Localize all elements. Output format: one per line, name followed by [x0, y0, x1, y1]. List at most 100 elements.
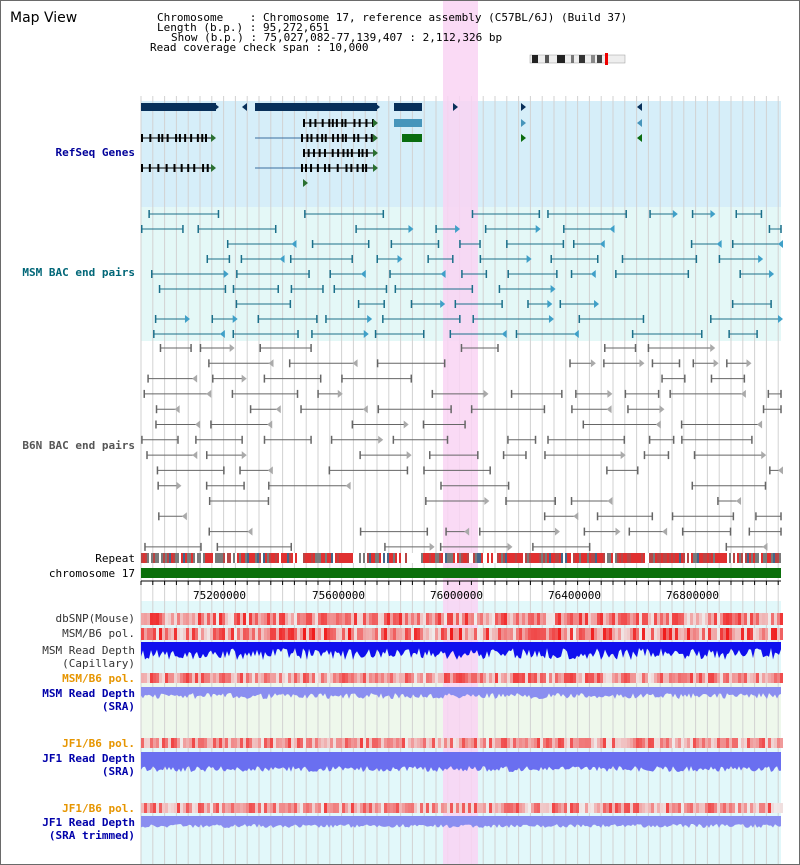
- track-label-refseq[interactable]: RefSeq Genes: [55, 146, 135, 159]
- polymorphism-cell: [714, 628, 717, 640]
- polymorphism-cell: [399, 803, 402, 813]
- repeat-segment: [559, 553, 561, 563]
- repeat-segment: [477, 553, 479, 563]
- polymorphism-cell: [528, 628, 531, 640]
- repeat-segment: [451, 553, 453, 563]
- polymorphism-cell: [657, 628, 660, 640]
- polymorphism-cell: [606, 803, 609, 813]
- track-label-jf1-pol-2[interactable]: JF1/B6 pol.: [62, 802, 135, 815]
- polymorphism-cell: [627, 673, 630, 683]
- gene-arrow: [758, 255, 764, 263]
- polymorphism-cell: [564, 803, 567, 813]
- repeat-segment: [527, 553, 529, 563]
- polymorphism-cell: [714, 738, 717, 748]
- axis-tick-label: 75600000: [312, 589, 365, 602]
- track-label-repeat[interactable]: Repeat: [95, 552, 135, 565]
- repeat-segment: [409, 553, 411, 563]
- polymorphism-cell: [780, 673, 783, 683]
- polymorphism-cell: [462, 803, 465, 813]
- polymorphism-cell: [576, 738, 579, 748]
- polymorphism-cell: [294, 613, 297, 625]
- repeat-segment: [673, 553, 675, 563]
- repeat-segment: [687, 553, 689, 563]
- exon: [361, 164, 364, 172]
- polymorphism-cell: [642, 738, 645, 748]
- polymorphism-cell: [204, 628, 207, 640]
- polymorphism-cell: [168, 613, 171, 625]
- polymorphism-cell: [720, 803, 723, 813]
- polymorphism-cell: [180, 613, 183, 625]
- polymorphism-cell: [768, 738, 771, 748]
- track-label-msm-depth-cap[interactable]: MSM Read Depth (Capillary): [42, 644, 135, 670]
- polymorphism-cell: [693, 803, 696, 813]
- exon: [201, 134, 204, 142]
- polymorphism-cell: [324, 803, 327, 813]
- polymorphism-cell: [198, 613, 201, 625]
- repeat-segment: [685, 553, 687, 563]
- polymorphism-cell: [279, 628, 282, 640]
- polymorphism-cell: [240, 673, 243, 683]
- repeat-segment: [669, 553, 671, 563]
- repeat-segment: [325, 553, 327, 563]
- polymorphism-cell: [756, 738, 759, 748]
- repeat-segment: [647, 553, 649, 563]
- polymorphism-cell: [258, 738, 261, 748]
- repeat-segment: [535, 553, 537, 563]
- polymorphism-cell: [780, 803, 783, 813]
- repeat-segment: [581, 553, 583, 563]
- polymorphism-cell: [519, 628, 522, 640]
- track-label-jf1-depth-trim[interactable]: JF1 Read Depth (SRA trimmed): [42, 816, 135, 842]
- polymorphism-cell: [384, 738, 387, 748]
- track-label-msm-pol-sra[interactable]: MSM/B6 pol.: [62, 672, 135, 685]
- polymorphism-cell: [477, 803, 480, 813]
- repeat-segment: [717, 553, 719, 563]
- polymorphism-cell: [237, 628, 240, 640]
- track-label-msm-bac[interactable]: MSM BAC end pairs: [22, 266, 135, 279]
- repeat-segment: [143, 553, 145, 563]
- polymorphism-cell: [591, 738, 594, 748]
- repeat-segment: [461, 553, 463, 563]
- repeat-segment: [493, 553, 495, 563]
- polymorphism-cell: [414, 613, 417, 625]
- repeat-segment: [155, 553, 157, 563]
- polymorphism-cell: [342, 673, 345, 683]
- track-label-msm-pol-cap[interactable]: MSM/B6 pol.: [62, 627, 135, 640]
- repeat-segment: [239, 553, 241, 563]
- track-label-jf1-depth-sra[interactable]: JF1 Read Depth (SRA): [42, 752, 135, 778]
- track-label-b6n-bac[interactable]: B6N BAC end pairs: [22, 439, 135, 452]
- polymorphism-cell: [684, 673, 687, 683]
- polymorphism-cell: [690, 613, 693, 625]
- track-label-chromosome[interactable]: chromosome 17: [48, 567, 135, 580]
- track-label-dbsnp[interactable]: dbSNP(Mouse): [55, 612, 135, 625]
- polymorphism-cell: [498, 738, 501, 748]
- gene-arrow: [176, 481, 182, 490]
- polymorphism-cell: [402, 803, 405, 813]
- track-label-jf1-pol-1[interactable]: JF1/B6 pol.: [62, 737, 135, 750]
- polymorphism-cell: [279, 803, 282, 813]
- polymorphism-cell: [573, 803, 576, 813]
- polymorphism-cell: [663, 613, 666, 625]
- repeat-segment: [475, 553, 477, 563]
- polymorphism-cell: [372, 803, 375, 813]
- polymorphism-cell: [768, 673, 771, 683]
- repeat-segment: [497, 553, 499, 563]
- polymorphism-cell: [681, 738, 684, 748]
- repeat-segment: [519, 553, 521, 563]
- polymorphism-cell: [621, 613, 624, 625]
- repeat-segment: [593, 553, 595, 563]
- repeat-segment: [227, 553, 229, 563]
- repeat-segment: [747, 553, 749, 563]
- polymorphism-cell: [552, 673, 555, 683]
- polymorphism-cell: [411, 738, 414, 748]
- exon: [316, 134, 319, 142]
- track-label-msm-depth-sra[interactable]: MSM Read Depth (SRA): [42, 687, 135, 713]
- repeat-segment: [295, 553, 297, 563]
- repeat-segment: [249, 553, 251, 563]
- polymorphism-cell: [738, 738, 741, 748]
- polymorphism-cell: [753, 803, 756, 813]
- polymorphism-cell: [366, 803, 369, 813]
- polymorphism-cell: [540, 613, 543, 625]
- polymorphism-cell: [141, 738, 144, 748]
- polymorphism-cell: [750, 628, 753, 640]
